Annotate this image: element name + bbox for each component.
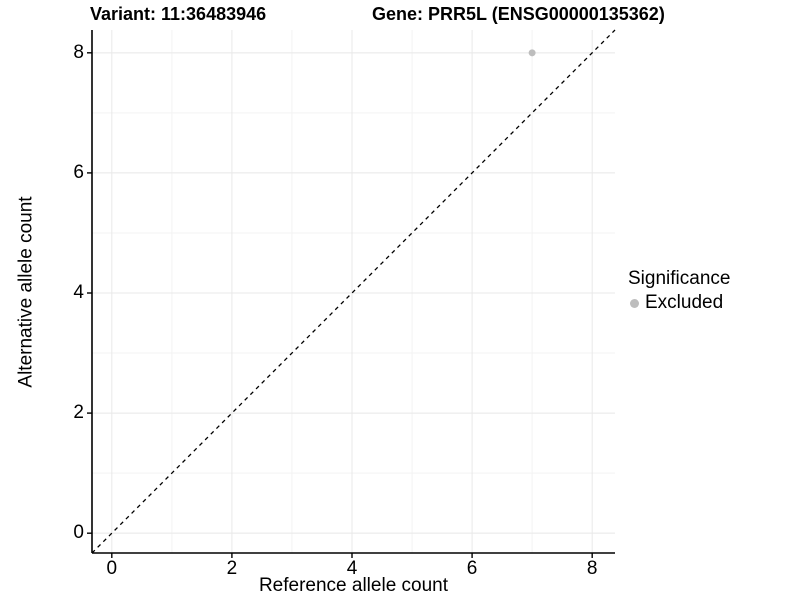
legend: Significance Excluded xyxy=(628,268,730,314)
y-tick-label: 8 xyxy=(73,41,84,63)
legend-title: Significance xyxy=(628,268,731,289)
legend-label: Excluded xyxy=(645,292,724,313)
data-point xyxy=(528,49,536,57)
x-tick-label: 8 xyxy=(586,558,598,579)
legend-entries: Excluded xyxy=(628,292,730,314)
y-tick-label: 2 xyxy=(73,402,84,424)
gene-title: Gene: PRR5L (ENSG00000135362) xyxy=(372,4,665,24)
y-tick-label: 0 xyxy=(73,522,84,544)
y-tick-label: 4 xyxy=(73,282,84,303)
y-axis-title: Alternative allele count xyxy=(16,195,38,388)
x-tick-label: 6 xyxy=(466,558,478,579)
x-tick-label: 4 xyxy=(346,558,358,579)
x-tick-label: 0 xyxy=(106,558,118,579)
y-tick-label: 6 xyxy=(73,161,84,183)
variant-title: Variant: 11:36483946 xyxy=(90,4,267,24)
identity-line xyxy=(91,29,616,554)
x-tick-label: 2 xyxy=(226,558,238,579)
legend-point-swatch xyxy=(630,298,639,308)
y-axis-title-box: Alternative allele count xyxy=(8,30,46,553)
x-axis-title: Reference allele count xyxy=(258,575,449,596)
legend-entry: Excluded xyxy=(628,292,730,314)
